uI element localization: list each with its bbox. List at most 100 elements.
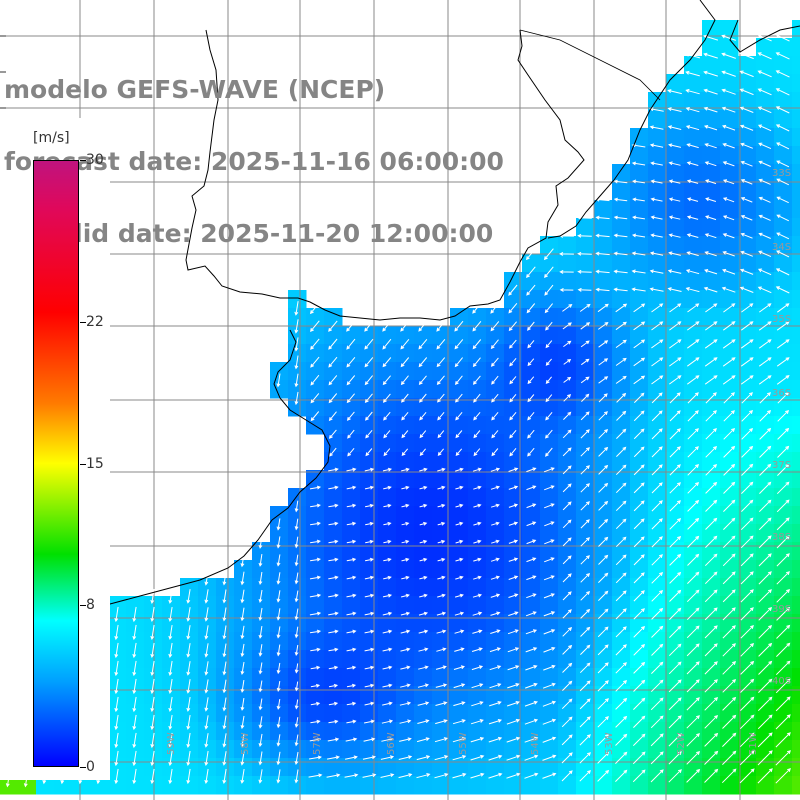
wind-speed-cell bbox=[792, 704, 800, 723]
wind-speed-cell bbox=[486, 344, 505, 363]
wind-arrow bbox=[276, 554, 281, 567]
wind-arrow bbox=[704, 643, 718, 657]
wind-arrow bbox=[419, 539, 428, 544]
wind-speed-cell bbox=[558, 344, 577, 363]
wind-arrow bbox=[669, 535, 682, 548]
wind-speed-cell bbox=[504, 452, 523, 471]
wind-arrow bbox=[472, 467, 482, 472]
wind-arrow bbox=[452, 737, 467, 743]
wind-speed-cell bbox=[504, 596, 523, 615]
wind-speed-cell bbox=[234, 704, 253, 723]
wind-arrow bbox=[579, 752, 591, 764]
wind-speed-cell bbox=[108, 650, 127, 669]
wind-speed-cell bbox=[720, 326, 739, 345]
wind-arrow bbox=[740, 250, 753, 257]
wind-speed-cell bbox=[360, 362, 379, 381]
wind-arrow bbox=[346, 320, 356, 332]
wind-speed-cell bbox=[324, 578, 343, 597]
wind-arrow bbox=[222, 607, 227, 622]
wind-arrow bbox=[186, 643, 191, 658]
wind-arrow bbox=[615, 769, 628, 782]
wind-arrow bbox=[776, 642, 791, 657]
wind-arrow bbox=[722, 589, 736, 603]
wind-arrow bbox=[580, 376, 590, 384]
wind-arrow bbox=[740, 696, 755, 711]
wind-arrow bbox=[598, 572, 609, 583]
wind-speed-cell bbox=[324, 434, 343, 453]
wind-speed-cell bbox=[666, 488, 685, 507]
wind-arrow bbox=[204, 750, 209, 767]
wind-arrow bbox=[346, 356, 356, 368]
wind-arrow bbox=[132, 750, 137, 767]
wind-speed-cell bbox=[594, 560, 613, 579]
wind-speed-cell bbox=[468, 686, 487, 705]
wind-arrow bbox=[364, 557, 374, 562]
wind-arrow bbox=[418, 320, 428, 332]
wind-speed-cell bbox=[324, 416, 343, 435]
wind-speed-cell bbox=[576, 326, 595, 345]
wind-speed-cell bbox=[648, 110, 667, 129]
wind-speed-cell bbox=[648, 686, 667, 705]
wind-speed-cell bbox=[648, 650, 667, 669]
wind-speed-cell bbox=[792, 308, 800, 327]
wind-arrow bbox=[597, 662, 609, 674]
wind-speed-cell bbox=[756, 236, 775, 255]
wind-speed-cell bbox=[342, 560, 361, 579]
wind-speed-cell bbox=[558, 308, 577, 327]
wind-speed-cell bbox=[594, 290, 613, 309]
wind-arrow bbox=[704, 768, 719, 783]
wind-arrow bbox=[150, 660, 155, 677]
wind-arrow bbox=[364, 647, 375, 652]
wind-arrow bbox=[382, 647, 393, 652]
wind-arrow bbox=[294, 769, 299, 784]
wind-speed-cell bbox=[378, 506, 397, 525]
wind-arrow bbox=[364, 593, 375, 598]
wind-speed-cell bbox=[774, 614, 793, 633]
wind-arrow bbox=[417, 719, 430, 724]
wind-arrow bbox=[668, 733, 682, 747]
wind-arrow bbox=[758, 678, 773, 693]
wind-arrow bbox=[416, 737, 430, 743]
wind-speed-cell bbox=[738, 74, 757, 93]
wind-speed-cell bbox=[288, 650, 307, 669]
wind-arrow bbox=[757, 106, 772, 114]
wind-speed-cell bbox=[288, 578, 307, 597]
wind-speed-cell bbox=[612, 290, 631, 309]
wind-arrow bbox=[757, 750, 773, 766]
wind-arrow bbox=[222, 643, 227, 658]
wind-speed-cell bbox=[126, 722, 145, 741]
wind-speed-cell bbox=[648, 704, 667, 723]
wind-speed-cell bbox=[432, 740, 451, 759]
coastline-path bbox=[0, 329, 331, 617]
wind-arrow bbox=[276, 751, 281, 766]
wind-speed-cell bbox=[738, 164, 757, 183]
wind-arrow bbox=[543, 629, 556, 635]
wind-arrow bbox=[473, 430, 481, 439]
wind-arrow bbox=[758, 357, 772, 367]
wind-speed-cell bbox=[792, 578, 800, 597]
wind-speed-cell bbox=[324, 596, 343, 615]
wind-speed-cell bbox=[234, 560, 253, 579]
wind-arrow bbox=[526, 284, 536, 296]
wind-arrow bbox=[114, 714, 119, 731]
wind-arrow bbox=[597, 644, 609, 656]
wind-speed-cell bbox=[792, 524, 800, 543]
wind-arrow bbox=[543, 248, 554, 261]
wind-arrow bbox=[562, 662, 573, 673]
wind-speed-cell bbox=[576, 524, 595, 543]
wind-arrow bbox=[437, 503, 446, 508]
wind-speed-cell bbox=[486, 740, 505, 759]
wind-arrow bbox=[416, 755, 431, 761]
wind-speed-cell bbox=[468, 488, 487, 507]
wind-speed-cell bbox=[774, 182, 793, 201]
wind-arrow bbox=[580, 501, 590, 511]
wind-speed-cell bbox=[396, 326, 415, 345]
wind-arrow bbox=[437, 430, 445, 439]
wind-arrow bbox=[490, 467, 501, 472]
wind-arrow bbox=[328, 521, 339, 526]
wind-speed-cell bbox=[792, 56, 800, 75]
wind-arrow bbox=[204, 768, 209, 785]
wind-arrow bbox=[721, 286, 736, 293]
wind-speed-cell bbox=[612, 182, 631, 201]
wind-speed-cell bbox=[162, 614, 181, 633]
